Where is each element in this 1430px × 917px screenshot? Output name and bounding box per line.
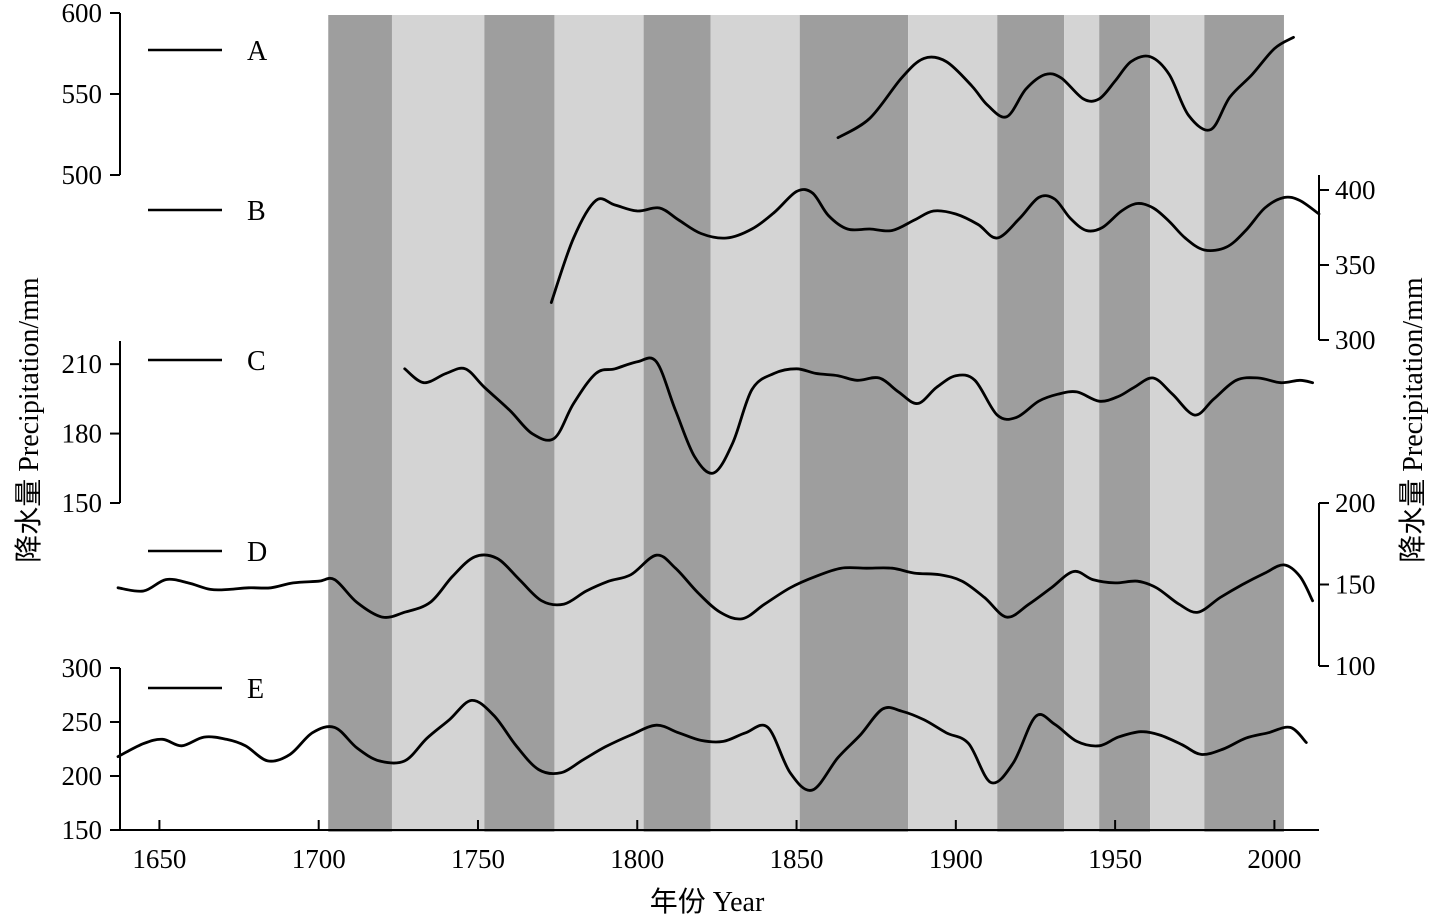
series-line-C [403, 356, 1314, 475]
y-axis-title-right: 降水量 Precipitation/mm [1397, 277, 1429, 563]
y-tick-label-D-150: 150 [1335, 570, 1376, 600]
x-tick-label-1850: 1850 [770, 844, 824, 874]
series-line-D [116, 553, 1314, 621]
y-axis-title-left: 降水量 Precipitation/mm [13, 277, 45, 563]
x-tick-label-1800: 1800 [610, 844, 664, 874]
band-4-light [554, 15, 644, 832]
y-tick-label-C-210: 210 [62, 349, 103, 379]
x-tick-label-1750: 1750 [451, 844, 505, 874]
y-tick-label-C-180: 180 [62, 419, 103, 449]
legend-label-C: C [247, 346, 266, 377]
axes: 1650 1700 1750 1800 1850 1900 1950 2000 500 550 60… [62, 0, 1376, 874]
y-tick-label-D-200: 200 [1335, 488, 1376, 518]
legend-label-B: B [247, 196, 266, 227]
series-line-A [836, 35, 1295, 140]
y-tick-label-C-150: 150 [62, 488, 103, 518]
band-1-dark [328, 15, 392, 832]
y-tick-label-E-250: 250 [62, 707, 103, 737]
band-3-dark [484, 15, 555, 832]
band-11-dark [1099, 15, 1151, 832]
x-tick-label-1700: 1700 [292, 844, 346, 874]
series-line-E [116, 698, 1308, 792]
y-tick-label-A-550: 550 [62, 79, 103, 109]
y-tick-label-E-300: 300 [62, 653, 103, 683]
band-13-dark [1204, 15, 1284, 832]
band-6-light [710, 15, 800, 832]
x-tick-label-1650: 1650 [132, 844, 186, 874]
y-tick-label-A-500: 500 [62, 160, 103, 190]
y-tick-label-D-100: 100 [1335, 651, 1376, 681]
x-axis-title: 年份 Year [650, 886, 765, 917]
legend-label-E: E [247, 674, 264, 705]
legend-label-D: D [247, 537, 267, 568]
x-tick-label-1900: 1900 [929, 844, 983, 874]
x-tick-label-2000: 2000 [1247, 844, 1301, 874]
legend: A B C D E [148, 36, 268, 705]
band-9-dark [997, 15, 1065, 832]
legend-label-A: A [247, 36, 268, 67]
band-8-light [908, 15, 998, 832]
band-12-light [1150, 15, 1205, 832]
y-tick-label-B-300: 300 [1335, 325, 1376, 355]
y-tick-label-E-150: 150 [62, 815, 103, 845]
band-5-dark [643, 15, 711, 832]
y-tick-label-A-600: 600 [62, 0, 103, 28]
x-tick-label-1950: 1950 [1088, 844, 1142, 874]
band-2-light [391, 15, 485, 832]
y-tick-label-B-350: 350 [1335, 250, 1376, 280]
band-7-dark [799, 15, 909, 832]
band-10-light [1064, 15, 1100, 832]
series-lines [116, 35, 1321, 792]
period-bands [328, 15, 1284, 832]
y-tick-label-E-200: 200 [62, 761, 103, 791]
y-tick-label-B-400: 400 [1335, 175, 1376, 205]
series-line-B [549, 188, 1321, 304]
